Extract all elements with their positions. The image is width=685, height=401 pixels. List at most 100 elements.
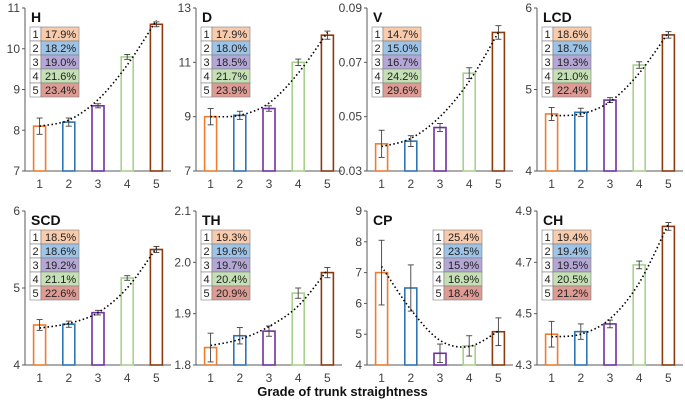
x-tick-label: 5 — [153, 177, 160, 191]
panel-cp: 4 5 6 7 8 9 1 2 3 4 5 CP 1 25.4% 2 23.5% 3 15.9% 4 16.9% 5 18… — [355, 204, 513, 385]
x-tick-label: 5 — [324, 177, 331, 191]
y-tick-label: 13 — [178, 1, 192, 15]
trend-line — [551, 31, 670, 117]
y-tick-label: 11 — [179, 55, 192, 69]
x-tick-label: 1 — [36, 177, 43, 191]
x-tick-label: 4 — [295, 177, 302, 191]
y-tick-label: 0.09 — [339, 1, 363, 15]
legend-grade: 5 — [544, 288, 550, 300]
bar — [603, 99, 617, 172]
y-tick-label: 9 — [355, 204, 362, 218]
legend-grade: 5 — [203, 288, 209, 300]
x-tick-label: 1 — [378, 177, 385, 191]
panel-title: SCD — [31, 212, 61, 228]
legend-grade: 1 — [32, 29, 38, 41]
y-tick-label: 7 — [13, 164, 20, 178]
legend-grade: 4 — [544, 274, 550, 286]
x-tick-label: 5 — [665, 371, 672, 385]
legend-value-cell — [443, 285, 483, 301]
legend-value: 18.6% — [557, 29, 588, 41]
legend-grade: 5 — [32, 85, 38, 97]
panel-d: 7 9 11 13 1 2 3 4 5 D 1 17.9% 2 18.0% 3 18.5% 4 21.7% 5 23.… — [178, 1, 342, 191]
legend-grade: 5 — [203, 85, 209, 97]
legend-value: 23.9% — [216, 85, 247, 97]
legend-grade: 3 — [32, 260, 38, 272]
x-tick-label: 5 — [324, 371, 331, 385]
x-tick-label: 1 — [548, 177, 555, 191]
bar — [632, 64, 647, 172]
bar — [661, 225, 676, 366]
x-tick-label: 2 — [577, 371, 584, 385]
legend-value: 16.9% — [448, 274, 479, 286]
panel-v: 0.03 0.05 0.07 0.09 1 2 3 4 5 V 1 14.7% 2 15.0% 3 16.7%… — [339, 1, 513, 191]
x-tick-label: 3 — [437, 177, 444, 191]
y-tick-label: 0.07 — [339, 55, 363, 69]
legend-value-cell — [552, 82, 592, 98]
legend-grade: 4 — [203, 71, 209, 83]
legend-grade: 2 — [435, 246, 441, 258]
x-tick-label: 5 — [495, 371, 502, 385]
legend-value: 19.6% — [216, 246, 247, 258]
legend-grade: 2 — [203, 43, 209, 55]
trend-line — [39, 19, 158, 127]
y-tick-label: 6 — [13, 204, 20, 218]
y-tick-label: 9 — [184, 110, 191, 124]
x-tick-label: 4 — [124, 371, 131, 385]
panel-title: D — [202, 9, 212, 25]
y-tick-label: 1.8 — [174, 358, 191, 372]
legend-value: 17.9% — [45, 29, 76, 41]
y-tick-label: 6 — [355, 296, 362, 310]
panel-title: H — [31, 9, 41, 25]
bar — [291, 292, 306, 366]
x-tick-label: 1 — [207, 371, 214, 385]
x-tick-label: 2 — [577, 177, 584, 191]
y-tick-label: 0.05 — [339, 110, 363, 124]
bar — [91, 311, 105, 366]
legend-value: 19.3% — [557, 57, 588, 69]
legend-value: 18.5% — [45, 232, 76, 244]
legend-grade: 2 — [32, 43, 38, 55]
panel-title: TH — [202, 212, 221, 228]
legend-value: 18.0% — [216, 43, 247, 55]
legend-value: 19.7% — [216, 260, 247, 272]
x-tick-label: 1 — [36, 371, 43, 385]
y-tick-label: 4 — [13, 358, 20, 372]
legend-grade: 3 — [203, 57, 209, 69]
x-tick-label: 4 — [636, 177, 643, 191]
legend-grade: 2 — [544, 43, 550, 55]
y-tick-label: 1.9 — [174, 307, 191, 321]
bar — [61, 323, 76, 366]
bar — [233, 114, 247, 172]
x-tick-label: 3 — [607, 371, 614, 385]
legend-value: 22.6% — [45, 288, 76, 300]
y-tick-label: 8 — [13, 123, 20, 137]
x-tick-label: 5 — [495, 177, 502, 191]
legend-value: 18.2% — [45, 43, 76, 55]
legend-grade: 4 — [203, 274, 209, 286]
legend-value: 22.4% — [557, 85, 588, 97]
legend-value: 18.5% — [216, 57, 247, 69]
panel-th: 1.8 1.9 2.0 2.1 1 2 3 4 5 TH 1 19.3% 2 19.6% 3 19.7% 4 20… — [174, 204, 342, 385]
legend-grade: 2 — [374, 43, 380, 55]
y-tick-label: 9 — [13, 83, 20, 97]
legend-value: 20.9% — [216, 288, 247, 300]
x-tick-label: 3 — [95, 371, 102, 385]
legend-value: 14.7% — [387, 29, 418, 41]
bar — [149, 248, 164, 366]
bar — [149, 23, 164, 172]
x-tick-label: 2 — [65, 177, 72, 191]
legend-grade: 4 — [374, 71, 380, 83]
legend-grade: 1 — [544, 29, 550, 41]
x-tick-label: 3 — [607, 177, 614, 191]
bar — [320, 271, 335, 366]
legend-grade: 3 — [544, 260, 550, 272]
legend-value: 20.4% — [216, 274, 247, 286]
legend-grade: 2 — [544, 246, 550, 258]
legend-value: 21.7% — [216, 71, 247, 83]
legend-value: 23.5% — [448, 246, 479, 258]
bar — [661, 34, 676, 172]
legend-grade: 5 — [544, 85, 550, 97]
